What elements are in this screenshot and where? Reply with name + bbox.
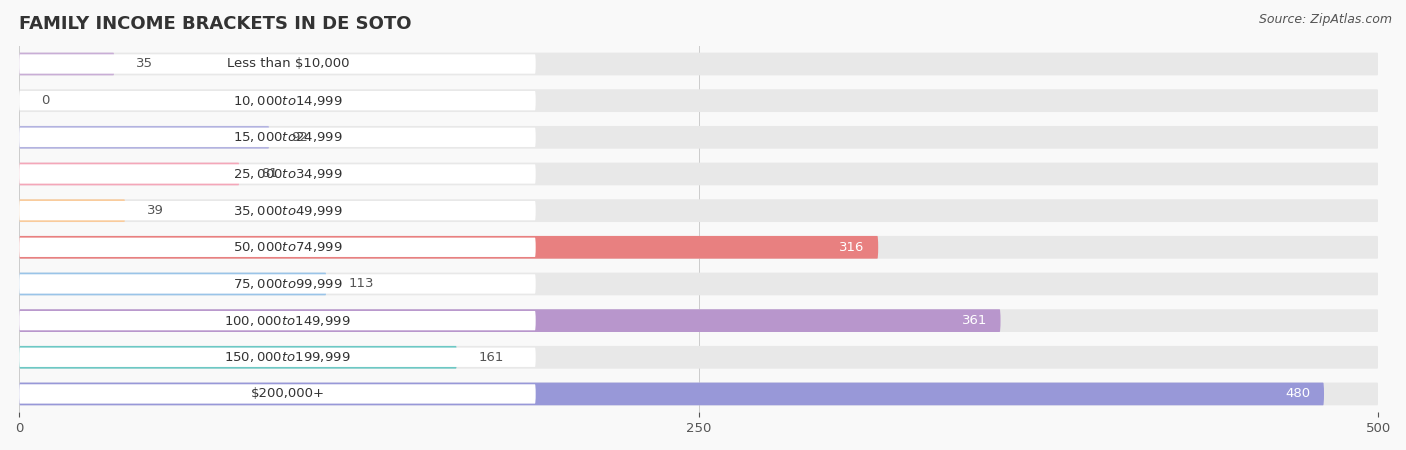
FancyBboxPatch shape [20,273,1378,295]
Text: $75,000 to $99,999: $75,000 to $99,999 [233,277,343,291]
FancyBboxPatch shape [20,273,326,295]
Text: 35: 35 [136,58,153,71]
FancyBboxPatch shape [20,54,536,74]
Bar [20,266,1378,302]
FancyBboxPatch shape [20,382,1324,405]
Text: $10,000 to $14,999: $10,000 to $14,999 [233,94,343,108]
Bar [20,236,1378,259]
Text: $200,000+: $200,000+ [250,387,325,400]
Text: 316: 316 [839,241,865,254]
FancyBboxPatch shape [20,201,536,220]
Text: Source: ZipAtlas.com: Source: ZipAtlas.com [1258,14,1392,27]
Bar [20,119,1378,156]
Bar [20,199,125,222]
FancyBboxPatch shape [20,346,1378,369]
Text: FAMILY INCOME BRACKETS IN DE SOTO: FAMILY INCOME BRACKETS IN DE SOTO [20,15,412,33]
Text: 39: 39 [148,204,165,217]
FancyBboxPatch shape [20,346,457,369]
FancyBboxPatch shape [20,199,125,222]
FancyBboxPatch shape [20,162,1378,185]
FancyBboxPatch shape [20,384,536,404]
Text: $25,000 to $34,999: $25,000 to $34,999 [233,167,343,181]
Bar [20,376,1378,412]
Bar [20,192,1378,229]
FancyBboxPatch shape [20,53,1378,75]
Bar [20,126,270,148]
FancyBboxPatch shape [20,311,536,330]
Bar [20,382,1378,405]
Text: 0: 0 [41,94,49,107]
FancyBboxPatch shape [20,348,536,367]
Bar [20,339,1378,376]
Bar [20,309,1378,332]
Bar [20,162,239,185]
Text: 92: 92 [291,131,308,144]
FancyBboxPatch shape [20,126,1378,148]
FancyBboxPatch shape [20,164,536,184]
Text: 113: 113 [349,278,374,290]
FancyBboxPatch shape [20,236,1378,259]
FancyBboxPatch shape [20,236,879,259]
Bar [20,382,1324,405]
Bar [20,229,1378,266]
Bar [20,199,1378,222]
Text: $15,000 to $24,999: $15,000 to $24,999 [233,130,343,144]
Text: 81: 81 [262,167,278,180]
FancyBboxPatch shape [20,274,536,293]
Text: 361: 361 [962,314,987,327]
Bar [20,273,326,295]
FancyBboxPatch shape [20,162,239,185]
Text: 480: 480 [1285,387,1310,400]
Bar [20,156,1378,192]
FancyBboxPatch shape [20,128,536,147]
FancyBboxPatch shape [20,382,1378,405]
Bar [20,82,1378,119]
Bar [20,346,457,369]
Bar [20,309,1001,332]
FancyBboxPatch shape [20,91,536,110]
FancyBboxPatch shape [20,53,114,75]
FancyBboxPatch shape [20,199,1378,222]
FancyBboxPatch shape [20,309,1001,332]
Text: Less than $10,000: Less than $10,000 [226,58,349,71]
Bar [20,236,879,259]
Text: $150,000 to $199,999: $150,000 to $199,999 [225,350,352,365]
Bar [20,53,114,75]
Text: $35,000 to $49,999: $35,000 to $49,999 [233,204,343,218]
FancyBboxPatch shape [20,238,536,257]
Bar [20,162,1378,185]
Text: $50,000 to $74,999: $50,000 to $74,999 [233,240,343,254]
FancyBboxPatch shape [20,309,1378,332]
Bar [20,45,1378,82]
FancyBboxPatch shape [20,89,1378,112]
Bar [20,273,1378,295]
Bar [20,89,1378,112]
Text: 161: 161 [478,351,503,364]
Bar [20,126,1378,148]
Bar [20,302,1378,339]
FancyBboxPatch shape [20,126,270,148]
Bar [20,346,1378,369]
Bar [20,53,1378,75]
Text: $100,000 to $149,999: $100,000 to $149,999 [225,314,352,328]
